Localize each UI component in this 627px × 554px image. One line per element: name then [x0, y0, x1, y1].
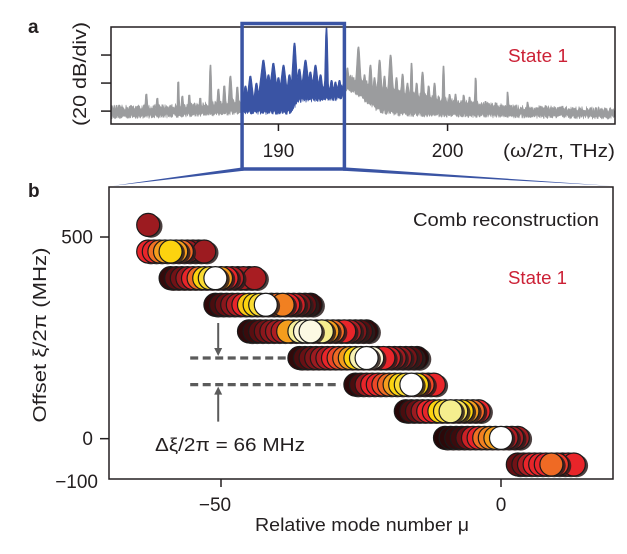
- comb-row: [287, 345, 432, 371]
- panel-b-y-tick-label: −100: [55, 472, 98, 493]
- spectrum-trace-left: [110, 64, 243, 120]
- zoom-highlight-box: [240, 21, 347, 171]
- spacing-label: Δξ/2π = 66 MHz: [155, 435, 305, 455]
- panel-a-x-tick-label: 200: [432, 141, 464, 162]
- panel-a-x-axis-label: (ω/2π, THz): [503, 141, 615, 161]
- comb-row: [343, 372, 449, 398]
- panel-b-frame: [108, 186, 614, 480]
- panel-b-state-label: State 1: [508, 268, 567, 288]
- panel-b-x-axis-label: Relative mode number μ: [255, 515, 469, 535]
- panel-b: b 500 0 −100 −50 0 Offset ξ/2π (MHz) Relativ…: [28, 181, 614, 535]
- panel-b-x-tick-label: 0: [496, 495, 507, 516]
- panel-a-letter: a: [28, 17, 39, 38]
- panel-b-y-axis-label: Offset ξ/2π (MHz): [30, 248, 50, 423]
- comb-mode-marker: [158, 239, 183, 264]
- spectrum-trace-right: [343, 46, 616, 120]
- comb-row: [158, 266, 269, 291]
- comb-row: [505, 452, 589, 478]
- comb-row: [136, 212, 163, 238]
- arrow-up-head-icon: [214, 386, 223, 395]
- panel-a: a 190 200 (20 dB/div) (ω/2π, THz) State 1: [28, 17, 616, 186]
- comb-mode-marker: [203, 266, 228, 291]
- spacing-annotation: [190, 323, 341, 422]
- comb-row: [236, 319, 381, 345]
- comb-row: [203, 292, 325, 318]
- panel-a-state-label: State 1: [508, 46, 568, 66]
- comb-mode-marker: [136, 212, 161, 238]
- comb-mode-marker: [399, 372, 424, 397]
- comb-mode-marker: [438, 399, 463, 424]
- comb-mode-marker: [539, 452, 564, 477]
- panel-a-frame: [110, 26, 616, 125]
- comb-mode-marker: [298, 319, 323, 344]
- zoom-connector-right: [342, 167, 610, 186]
- comb-mode-marker: [354, 345, 379, 371]
- panel-b-y-tick-label: 0: [82, 429, 93, 450]
- comb-row: [432, 425, 533, 451]
- comb-mode-marker: [242, 266, 267, 291]
- panel-a-y-axis-label: (20 dB/div): [70, 22, 90, 126]
- comb-row: [393, 399, 493, 425]
- panel-b-axis-ticks: 500 0 −100 −50 0: [55, 228, 506, 516]
- comb-mode-marker: [253, 292, 278, 317]
- panel-a-axis-ticks: 190 200: [101, 54, 464, 162]
- panel-b-x-tick-label: −50: [199, 495, 231, 516]
- spectrum-layer: [110, 27, 616, 120]
- arrow-down-head-icon: [214, 348, 223, 357]
- spectrum-trace-highlighted: [242, 27, 345, 115]
- panel-a-x-tick-label: 190: [263, 141, 295, 162]
- comb-markers: [136, 212, 589, 478]
- panel-b-letter: b: [28, 181, 40, 202]
- zoom-connector-left: [113, 167, 244, 186]
- comb-mode-marker: [192, 239, 217, 264]
- panel-b-y-tick-label: 500: [61, 228, 93, 249]
- zoom-highlight: [113, 21, 610, 186]
- comb-row: [136, 239, 219, 265]
- comb-mode-marker: [488, 425, 514, 450]
- panel-b-title: Comb reconstruction: [413, 210, 599, 230]
